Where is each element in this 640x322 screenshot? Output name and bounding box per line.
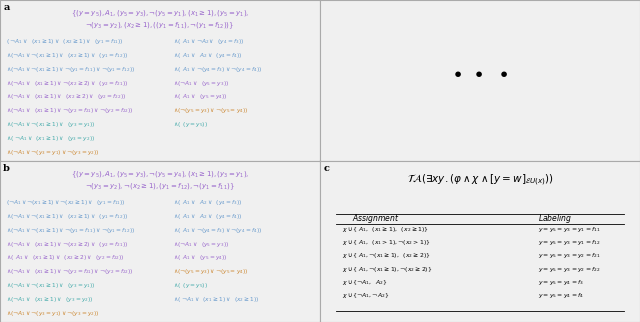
Text: $\chi\cup\{\;A_1,\;\;(x_1\geq 1),\;\;(x_2\geq 1)\}$: $\chi\cup\{\;A_1,\;\;(x_1\geq 1),\;\;(x_… — [342, 225, 429, 234]
Text: $\wedge(\neg A_1\vee\;\;(x_1\geq 1)\vee\neg(x_2\geq 2)\vee\;\;(y_2=f_{21}))$: $\wedge(\neg A_1\vee\;\;(x_1\geq 1)\vee\… — [6, 79, 129, 88]
Text: $\chi\cup\{\;A_1,\neg(x_1\geq 1),\neg(x_2\geq 2)\}$: $\chi\cup\{\;A_1,\neg(x_1\geq 1),\neg(x_… — [342, 265, 433, 273]
Text: $\wedge(\;\;A_1\vee\;\;(y_5=y_4))$: $\wedge(\;\;A_1\vee\;\;(y_5=y_4))$ — [173, 92, 227, 101]
Text: $\wedge(\neg A_1\vee\neg(x_1\geq 1)\vee\neg(y_1=f_{11})\vee\neg(y_1=f_{12}))$: $\wedge(\neg A_1\vee\neg(x_1\geq 1)\vee\… — [6, 65, 136, 74]
Text: $\wedge(\neg A_1\vee\;\;(x_1\geq 1)\vee\neg(y_2=f_{21})\vee\neg(y_2=f_{22}))$: $\wedge(\neg A_1\vee\;\;(x_1\geq 1)\vee\… — [6, 267, 134, 276]
Text: $\wedge(\neg A_1\vee\;\;(y_5=y_3))$: $\wedge(\neg A_1\vee\;\;(y_5=y_3))$ — [173, 79, 229, 88]
Text: $\neg(y_3=y_2), (x_2\geq 1), ((y_1=f_{11}), \neg(y_1=f_{12}))\}$: $\neg(y_3=y_2), (x_2\geq 1), ((y_1=f_{11… — [85, 21, 235, 32]
Text: $\wedge(\neg A_1\vee\;\;(x_1\geq 1)\vee\;\;(y_3=y_2))$: $\wedge(\neg A_1\vee\;\;(x_1\geq 1)\vee\… — [6, 295, 94, 304]
Text: $\chi\cup\{\neg A_1,\;\;A_2\}$: $\chi\cup\{\neg A_1,\;\;A_2\}$ — [342, 278, 388, 287]
Text: $y=y_5=y_3=y_1=f_{12}$: $y=y_5=y_3=y_1=f_{12}$ — [538, 238, 600, 247]
Text: $\wedge(\neg A_1\vee\neg(x_1\geq 1)\vee\;\;(y_3=y_1))$: $\wedge(\neg A_1\vee\neg(x_1\geq 1)\vee\… — [6, 120, 96, 129]
Text: $y=y_5=y_4=f_3$: $y=y_5=y_4=f_3$ — [538, 278, 584, 287]
Text: $\wedge(\neg(y_5=y_3)\vee\neg(y_5=y_4))$: $\wedge(\neg(y_5=y_3)\vee\neg(y_5=y_4))$ — [173, 267, 248, 276]
Text: $\{(y=y_5), A_1, (y_5=y_3), \neg(y_5=y_4), (x_1\geq 1), (y_3=y_1),$: $\{(y=y_5), A_1, (y_5=y_3), \neg(y_5=y_4… — [71, 169, 249, 180]
Text: $\wedge(\;\neg A_1\vee\;\;(x_1\geq 1)\vee\;\;(x_2\geq 1))$: $\wedge(\;\neg A_1\vee\;\;(x_1\geq 1)\ve… — [173, 295, 260, 304]
Text: $\wedge(\neg A_1\vee\;\;(x_1\geq 1)\vee\neg(x_2\geq 2)\vee\;\;(y_2=f_{21}))$: $\wedge(\neg A_1\vee\;\;(x_1\geq 1)\vee\… — [6, 240, 129, 249]
Text: $\wedge(\;\;A_1\vee\neg(y_4=f_3)\vee\neg(y_4=f_4))$: $\wedge(\;\;A_1\vee\neg(y_4=f_3)\vee\neg… — [173, 65, 262, 74]
Text: b: b — [3, 164, 10, 173]
Text: $y=y_5=y_3=y_2=f_{22}$: $y=y_5=y_3=y_2=f_{22}$ — [538, 265, 600, 273]
Text: $\wedge(\;\;(y=y_5))$: $\wedge(\;\;(y=y_5))$ — [173, 120, 208, 129]
Text: $\wedge(\neg A_1\vee\neg(y_3=y_1)\vee\neg(y_3=y_2))$: $\wedge(\neg A_1\vee\neg(y_3=y_1)\vee\ne… — [6, 148, 100, 157]
Text: $\mathit{Assignment}$: $\mathit{Assignment}$ — [352, 213, 399, 225]
Text: $\wedge(\;\;A_1\vee\;\;A_2\vee\;\;(y_4=f_4))$: $\wedge(\;\;A_1\vee\;\;A_2\vee\;\;(y_4=f… — [173, 51, 243, 60]
Text: $\wedge(\;\;(y=y_5))$: $\wedge(\;\;(y=y_5))$ — [173, 281, 208, 290]
Text: $\wedge(\neg A_1\vee\neg(y_3=y_1)\vee\neg(y_3=y_2))$: $\wedge(\neg A_1\vee\neg(y_3=y_1)\vee\ne… — [6, 309, 100, 318]
Text: $(\;\neg A_1\vee\;\;(x_1\geq 1)\vee\;\;(x_2\geq 1)\vee\;\;(y_1=f_{11}))$: $(\;\neg A_1\vee\;\;(x_1\geq 1)\vee\;\;(… — [6, 37, 124, 46]
Text: $\wedge(\neg(y_5=y_3)\vee\neg(y_5=y_4))$: $\wedge(\neg(y_5=y_3)\vee\neg(y_5=y_4))$ — [173, 106, 248, 115]
Text: $\wedge(\neg A_1\vee\neg(x_1\geq 1)\vee\;\;(x_2\geq 1)\vee\;\;(y_1=f_{12}))$: $\wedge(\neg A_1\vee\neg(x_1\geq 1)\vee\… — [6, 51, 129, 60]
Text: $\wedge(\;\;A_1\vee\;\;(y_5=y_4))$: $\wedge(\;\;A_1\vee\;\;(y_5=y_4))$ — [173, 253, 227, 262]
Text: $y=y_5=y_3=y_2=f_{21}$: $y=y_5=y_3=y_2=f_{21}$ — [538, 251, 600, 260]
Text: $\wedge(\;\;A_1\vee\neg A_2\vee\;\;(y_4=f_3))$: $\wedge(\;\;A_1\vee\neg A_2\vee\;\;(y_4=… — [173, 37, 244, 46]
Text: $\wedge(\neg A_1\vee\neg(x_1\geq 1)\vee\;\;(x_2\geq 1)\vee\;\;(y_1=f_{12}))$: $\wedge(\neg A_1\vee\neg(x_1\geq 1)\vee\… — [6, 212, 129, 221]
Text: $\{(y=y_5), A_1, (y_5=y_3), \neg(y_5=y_1), (x_1\geq 1), (y_5=y_1),$: $\{(y=y_5), A_1, (y_5=y_3), \neg(y_5=y_1… — [71, 8, 249, 19]
Text: $\wedge(\;\neg A_1\vee\;\;(x_1\geq 1)\vee\;\;(y_3=y_2))$: $\wedge(\;\neg A_1\vee\;\;(x_1\geq 1)\ve… — [6, 134, 96, 143]
Text: $\wedge(\;\;A_1\vee\;\;A_2\vee\;\;(y_4=f_4))$: $\wedge(\;\;A_1\vee\;\;A_2\vee\;\;(y_4=f… — [173, 212, 243, 221]
Text: $\wedge(\;\;A_1\vee\;\;A_2\vee\;\;(y_4=f_3))$: $\wedge(\;\;A_1\vee\;\;A_2\vee\;\;(y_4=f… — [173, 198, 243, 207]
Text: $\wedge(\neg A_1\vee\neg(x_1\geq 1)\vee\neg(y_1=f_{11})\vee\neg(y_1=f_{12}))$: $\wedge(\neg A_1\vee\neg(x_1\geq 1)\vee\… — [6, 226, 136, 235]
Text: $\chi\cup\{\;A_1,\;\;(x_1>1),\neg(x_2>1)\}$: $\chi\cup\{\;A_1,\;\;(x_1>1),\neg(x_2>1)… — [342, 238, 431, 247]
Text: $\wedge(\;\;A_1\vee\neg(y_4=f_3)\vee\neg(y_4=f_4))$: $\wedge(\;\;A_1\vee\neg(y_4=f_3)\vee\neg… — [173, 226, 262, 235]
Text: $\neg(y_3=y_2), \neg(x_2\geq 1), (y_1=f_{12}), \neg(y_1=f_{11})\}$: $\neg(y_3=y_2), \neg(x_2\geq 1), (y_1=f_… — [85, 182, 235, 193]
Text: $\chi\cup\{\;A_1,\neg(x_1\geq 1),\;\;(x_2\geq 2)\}$: $\chi\cup\{\;A_1,\neg(x_1\geq 1),\;\;(x_… — [342, 251, 431, 260]
Text: $\chi\cup\{\neg A_1,\neg A_2\}$: $\chi\cup\{\neg A_1,\neg A_2\}$ — [342, 291, 390, 300]
Text: $(\neg A_1\vee\neg(x_1\geq 1)\vee\neg(x_2\geq 1)\vee\;\;(y_1=f_{11}))$: $(\neg A_1\vee\neg(x_1\geq 1)\vee\neg(x_… — [6, 198, 126, 207]
Text: $\wedge(\;\;A_1\vee\;\;(x_1\geq 1)\vee\;\;(x_2\geq 2)\vee\;\;(y_2=f_{22}))$: $\wedge(\;\;A_1\vee\;\;(x_1\geq 1)\vee\;… — [6, 253, 125, 262]
Text: $\mathcal{TA}(\exists xy.(\varphi\wedge\chi\wedge[y=w]_{\mathcal{E}U(x)}))$: $\mathcal{TA}(\exists xy.(\varphi\wedge\… — [406, 172, 554, 188]
Text: $\wedge(\neg A_1\vee\;\;(y_5=y_3))$: $\wedge(\neg A_1\vee\;\;(y_5=y_3))$ — [173, 240, 229, 249]
Text: a: a — [3, 3, 10, 12]
Text: $y=y_5=y_3=y_1=f_{11}$: $y=y_5=y_3=y_1=f_{11}$ — [538, 225, 600, 234]
Text: $\wedge(\neg A_1\vee\;\;(x_1\geq 1)\vee\neg(y_2=f_{21})\vee\neg(y_2=f_{22}))$: $\wedge(\neg A_1\vee\;\;(x_1\geq 1)\vee\… — [6, 106, 134, 115]
Text: $\mathit{Labeling}$: $\mathit{Labeling}$ — [538, 213, 572, 225]
Text: $\wedge(\neg A_1\vee\;\;(x_1\geq 1)\vee\;\;(x_2\geq 2)\vee\;\;(y_2=f_{22}))$: $\wedge(\neg A_1\vee\;\;(x_1\geq 1)\vee\… — [6, 92, 127, 101]
Text: $y=y_5=y_4=f_4$: $y=y_5=y_4=f_4$ — [538, 291, 584, 300]
Text: c: c — [323, 164, 329, 173]
Text: $\bullet\;\bullet\;\bullet$: $\bullet\;\bullet\;\bullet$ — [451, 63, 509, 82]
Text: $\wedge(\neg A_1\vee\neg(x_1\geq 1)\vee\;\;(y_3=y_1))$: $\wedge(\neg A_1\vee\neg(x_1\geq 1)\vee\… — [6, 281, 96, 290]
